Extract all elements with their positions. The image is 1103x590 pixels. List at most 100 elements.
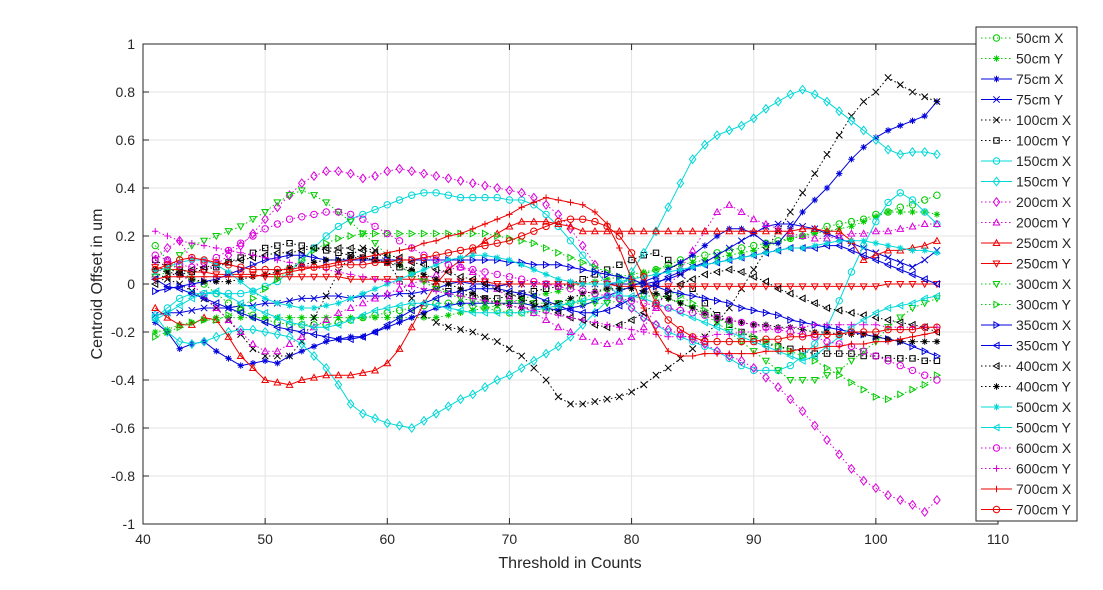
star-marker (652, 271, 660, 278)
plus-marker (774, 348, 782, 355)
x-marker (310, 314, 318, 322)
triangle-left-marker (932, 291, 940, 301)
triangle-left-marker (761, 277, 769, 286)
plus-marker (713, 350, 721, 357)
circle-marker (261, 225, 269, 233)
diamond-marker (407, 166, 416, 177)
triangle-up-marker (627, 332, 636, 340)
triangle-right-marker (750, 306, 758, 315)
circle-marker (456, 246, 465, 255)
star-marker (689, 252, 696, 259)
x-marker (457, 326, 465, 334)
legend-label: 100cm X (1016, 112, 1072, 128)
triangle-left-marker (419, 299, 427, 308)
star-marker (897, 122, 904, 129)
circle-marker (261, 265, 269, 274)
triangle-left-marker (847, 246, 855, 255)
plus-marker (993, 485, 1000, 493)
triangle-right-marker (152, 332, 160, 341)
triangle-left-marker (920, 294, 928, 303)
triangle-right-marker (555, 260, 563, 269)
triangle-up-marker (822, 226, 832, 235)
x-marker (786, 208, 794, 216)
circle-marker (175, 261, 184, 269)
plus-marker (579, 201, 586, 208)
star-marker (347, 333, 354, 340)
circle-marker (334, 222, 343, 231)
triangle-down-marker (822, 283, 832, 291)
triangle-left-marker (297, 320, 305, 329)
plus-marker (274, 271, 281, 278)
triangle-left-marker (810, 351, 818, 361)
diamond-marker (676, 178, 685, 189)
star-marker (799, 208, 806, 216)
star-marker (897, 208, 904, 216)
circle-marker (395, 196, 404, 204)
triangle-left-marker (712, 323, 721, 332)
circle-marker (676, 306, 685, 315)
circle-marker (579, 287, 587, 295)
star-marker (335, 314, 342, 321)
star-marker (701, 242, 709, 249)
plus-marker (249, 252, 257, 259)
star-marker (884, 242, 892, 249)
star-marker (481, 252, 489, 259)
triangle-right-marker (591, 267, 600, 277)
triangle-up-marker (615, 226, 624, 235)
triangle-left-marker (859, 251, 867, 260)
circle-marker (212, 258, 220, 267)
triangle-left-marker (859, 311, 867, 320)
plus-marker (164, 273, 171, 280)
series-500cm-x (152, 237, 941, 312)
diamond-marker (578, 240, 587, 251)
plus-marker (469, 225, 476, 232)
star-marker (787, 244, 794, 252)
triangle-up-marker (615, 337, 624, 345)
diamond-marker (933, 494, 941, 506)
triangle-right-marker (738, 303, 746, 313)
legend-item: 400cm X (981, 358, 1072, 374)
triangle-up-marker (700, 226, 709, 235)
triangle-down-marker (371, 240, 380, 248)
plus-marker (555, 312, 562, 319)
triangle-left-marker (248, 303, 256, 313)
star-marker (884, 127, 892, 134)
diamond-marker (664, 202, 673, 213)
triangle-down-marker (419, 278, 428, 286)
series-line (155, 257, 937, 343)
triangle-left-marker (358, 246, 366, 255)
triangle-left-marker (554, 301, 562, 310)
legend-label: 50cm X (1016, 30, 1064, 46)
triangle-right-marker (775, 311, 783, 320)
circle-marker (615, 294, 624, 303)
triangle-down-marker (896, 314, 905, 322)
star-marker (420, 314, 428, 321)
plus-marker (591, 319, 599, 326)
x-marker (884, 74, 892, 82)
triangle-left-marker (358, 311, 366, 320)
triangle-left-marker (321, 332, 330, 341)
triangle-up-marker (566, 327, 575, 336)
circle-marker (346, 261, 355, 269)
legend-item: 200cm X (981, 194, 1072, 210)
circle-marker (200, 258, 208, 267)
triangle-up-marker (725, 226, 734, 235)
triangle-down-marker (884, 280, 893, 289)
triangle-down-marker (847, 357, 856, 366)
triangle-left-marker (896, 301, 904, 310)
series-line (154, 245, 938, 340)
triangle-left-marker (480, 279, 489, 289)
star-marker (774, 247, 782, 254)
diamond-marker (310, 350, 318, 362)
x-marker (799, 189, 807, 197)
triangle-right-marker (310, 246, 319, 255)
triangle-left-marker (248, 313, 256, 322)
diamond-marker (175, 336, 184, 347)
plus-marker (432, 237, 440, 244)
legend-item: 700cm Y (981, 502, 1072, 518)
star-marker (225, 278, 232, 285)
triangle-left-marker (590, 308, 598, 317)
triangle-down-marker (200, 237, 209, 246)
triangle-down-marker (175, 266, 184, 274)
triangle-left-marker (309, 330, 318, 339)
